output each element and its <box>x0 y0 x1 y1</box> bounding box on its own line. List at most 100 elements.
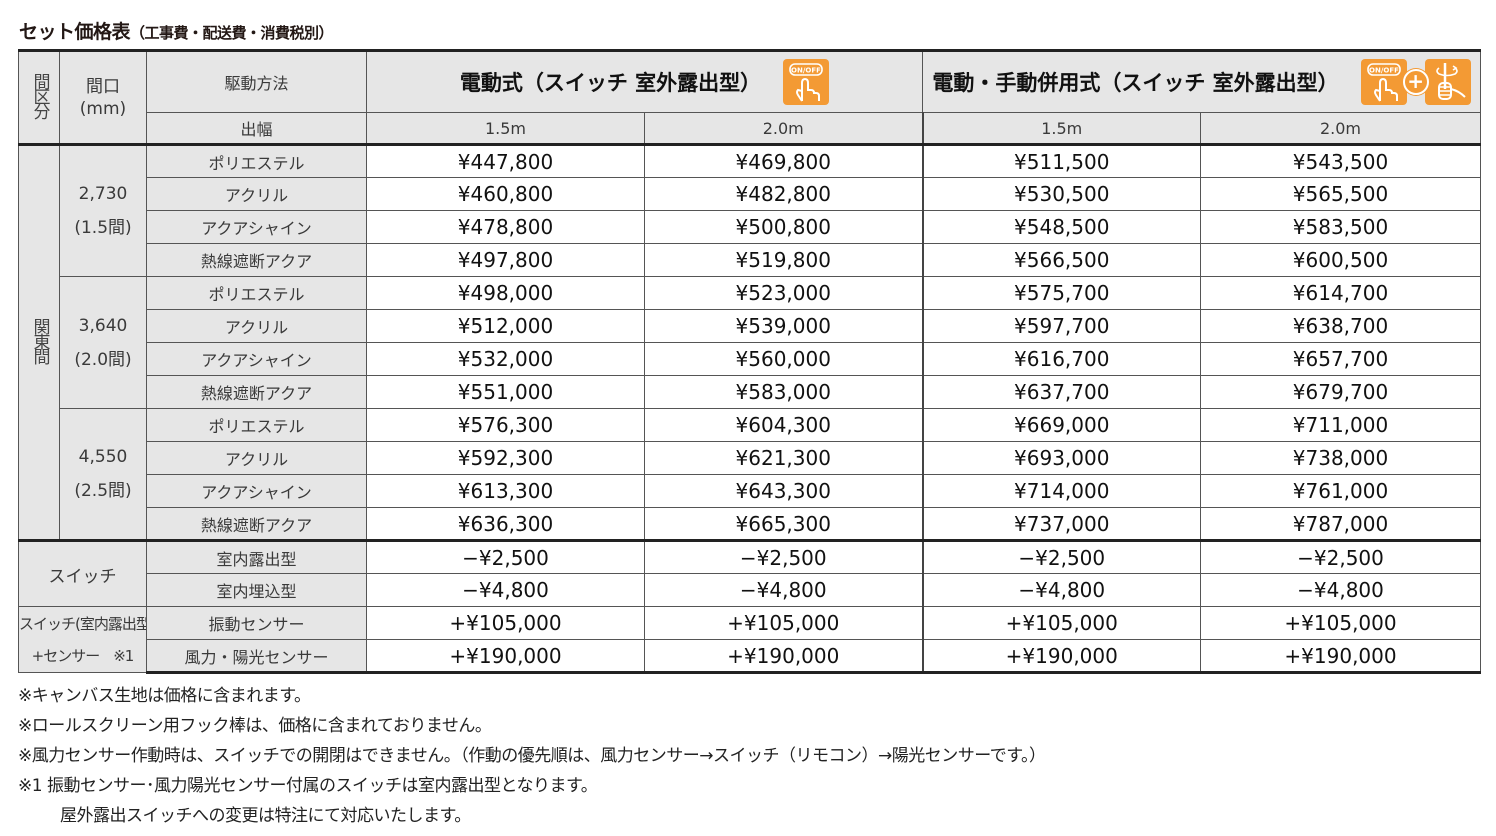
price-cell: ¥614,700 <box>1200 276 1481 310</box>
sensor-type-cell: 風力・陽光センサー <box>146 639 367 674</box>
header-row-2: 出幅 1.5m 2.0m 1.5m 2.0m <box>19 112 1481 145</box>
price-cell: ¥592,300 <box>366 441 645 475</box>
price-cell: ¥787,000 <box>1200 507 1481 541</box>
price-cell: ¥597,700 <box>922 309 1201 343</box>
frontage-cell: 3,640 (2.0間) <box>59 276 147 409</box>
price-cell: ¥497,800 <box>366 243 645 277</box>
width-header: 1.5m <box>922 112 1201 145</box>
note: ※キャンバス生地は価格に含まれます。 <box>18 686 311 706</box>
price-cell: ¥616,700 <box>922 342 1201 376</box>
frontage-cell: 2,730 (1.5間) <box>59 143 147 277</box>
frontage-cell: 4,550 (2.5間) <box>59 408 147 541</box>
on-off-switch-icon: ON/OFF <box>1360 59 1407 105</box>
region-cell: 関東間 <box>18 143 60 541</box>
table-row: 熱線遮断アクア ¥497,800 ¥519,800 ¥566,500 ¥600,… <box>19 243 1481 277</box>
price-cell: ¥447,800 <box>366 143 645 178</box>
table-row: アクアシャイン ¥613,300 ¥643,300 ¥714,000 ¥761,… <box>19 474 1481 508</box>
width-header: 2.0m <box>1200 112 1481 145</box>
notes: ※キャンバス生地は価格に含まれます。 ※ロールスクリーン用フック棒は、価格に含ま… <box>18 681 1046 831</box>
projection-header: 出幅 <box>146 112 367 145</box>
price-cell: +¥105,000 <box>644 606 924 640</box>
frontage-header: 間口 (mm) <box>59 49 147 145</box>
material-cell: ポリエステル <box>146 408 367 442</box>
material-cell: 熱線遮断アクア <box>146 375 367 409</box>
table-row: 4,550 (2.5間) ポリエステル ¥576,300 ¥604,300 ¥66… <box>19 408 1481 541</box>
price-cell: ¥638,700 <box>1200 309 1481 343</box>
table-row: 熱線遮断アクア ¥551,000 ¥583,000 ¥637,700 ¥679,… <box>19 375 1481 409</box>
material-cell: アクリル <box>146 441 367 475</box>
price-cell: ¥566,500 <box>922 243 1201 277</box>
page-title: セット価格表（工事費・配送費・消費税別） <box>19 17 334 44</box>
price-cell: ¥576,300 <box>366 408 645 442</box>
price-cell: ¥711,000 <box>1200 408 1481 442</box>
table-row: 3,640 (2.0間) ポリエステル ¥498,000 ¥523,000 ¥57… <box>19 276 1481 409</box>
price-cell: ¥738,000 <box>1200 441 1481 475</box>
table-row: 風力・陽光センサー +¥190,000 +¥190,000 +¥190,000 … <box>19 639 1481 674</box>
price-cell: −¥4,800 <box>1200 573 1481 607</box>
price-cell: ¥613,300 <box>366 474 645 508</box>
price-cell: −¥2,500 <box>644 539 924 574</box>
price-cell: −¥4,800 <box>922 573 1201 607</box>
price-cell: ¥498,000 <box>366 276 645 310</box>
switch-type-cell: 室内埋込型 <box>146 573 367 607</box>
price-cell: ¥669,000 <box>922 408 1201 442</box>
on-off-switch-icon: ON/OFF <box>783 59 830 105</box>
price-cell: ¥560,000 <box>644 342 924 376</box>
price-cell: ¥551,000 <box>366 375 645 409</box>
price-cell: ¥523,000 <box>644 276 924 310</box>
price-cell: ¥665,300 <box>644 507 924 541</box>
price-cell: ¥604,300 <box>644 408 924 442</box>
price-cell: ¥460,800 <box>366 177 645 211</box>
price-cell: +¥190,000 <box>366 639 645 674</box>
table-row: 関東間 2,730 (1.5間) ポリエステル ¥447,800 ¥469,800… <box>18 143 1481 541</box>
table-row: アクリル ¥592,300 ¥621,300 ¥693,000 ¥738,000 <box>19 441 1481 475</box>
sensor-option-label: スイッチ(室内露出型) +センサー ※1 <box>18 606 147 673</box>
price-cell: ¥543,500 <box>1200 143 1481 178</box>
note: ※ロールスクリーン用フック棒は、価格に含まれておりません。 <box>18 716 492 736</box>
price-cell: −¥2,500 <box>1200 539 1481 574</box>
width-header: 2.0m <box>644 112 924 145</box>
material-cell: アクアシャイン <box>146 342 367 376</box>
price-cell: ¥714,000 <box>922 474 1201 508</box>
group-header-electric-manual: 電動・手動併用式（スイッチ 室外露出型） ON/OFF + <box>922 49 1481 113</box>
material-cell: アクリル <box>146 309 367 343</box>
svg-text:ON/OFF: ON/OFF <box>1369 67 1399 75</box>
material-cell: 熱線遮断アクア <box>146 507 367 541</box>
width-header: 1.5m <box>366 112 645 145</box>
table-row: アクリル ¥512,000 ¥539,000 ¥597,700 ¥638,700 <box>19 309 1481 343</box>
price-cell: ¥548,500 <box>922 210 1201 244</box>
price-cell: −¥2,500 <box>366 539 645 574</box>
group-label-electric-manual: 電動・手動併用式（スイッチ 室外露出型） <box>932 71 1339 95</box>
price-cell: ¥532,000 <box>366 342 645 376</box>
title-sub: （工事費・配送費・消費税別） <box>130 24 334 42</box>
material-cell: アクアシャイン <box>146 474 367 508</box>
material-cell: アクリル <box>146 177 367 211</box>
price-cell: ¥737,000 <box>922 507 1201 541</box>
note: ※風力センサー作動時は、スイッチでの開閉はできません。（作動の優先順は、風力セン… <box>18 746 1046 766</box>
table-row: スイッチ(室内露出型) +センサー ※1 振動センサー +¥105,000 +¥1… <box>18 606 1481 673</box>
price-cell: ¥761,000 <box>1200 474 1481 508</box>
manual-crank-icon <box>1424 59 1471 105</box>
table-row: アクアシャイン ¥532,000 ¥560,000 ¥616,700 ¥657,… <box>19 342 1481 376</box>
sensor-type-cell: 振動センサー <box>146 606 367 640</box>
price-cell: ¥539,000 <box>644 309 924 343</box>
price-cell: ¥657,700 <box>1200 342 1481 376</box>
material-cell: ポリエステル <box>146 276 367 310</box>
price-cell: ¥636,300 <box>366 507 645 541</box>
price-cell: ¥530,500 <box>922 177 1201 211</box>
price-cell: ¥500,800 <box>644 210 924 244</box>
price-cell: −¥2,500 <box>922 539 1201 574</box>
price-cell: ¥512,000 <box>366 309 645 343</box>
table-row: スイッチ 室内露出型 −¥2,500 −¥2,500 −¥2,500 −¥2,5… <box>18 539 1481 607</box>
svg-text:ON/OFF: ON/OFF <box>791 67 821 75</box>
header-row-1: 間区分 間口 (mm) 駆動方法 電動式（スイッチ 室外露出型） ON/OFF <box>18 49 1481 145</box>
price-cell: ¥637,700 <box>922 375 1201 409</box>
drive-method-header: 駆動方法 <box>146 49 367 113</box>
note: ※1 振動センサー･風力陽光センサー付属のスイッチは室内露出型となります。 <box>18 776 598 796</box>
price-cell: +¥190,000 <box>922 639 1201 674</box>
group-label-electric: 電動式（スイッチ 室外露出型） <box>459 71 762 95</box>
price-table: 間区分 間口 (mm) 駆動方法 電動式（スイッチ 室外露出型） ON/OFF <box>18 49 1481 674</box>
price-cell: ¥482,800 <box>644 177 924 211</box>
price-cell: ¥679,700 <box>1200 375 1481 409</box>
material-cell: アクアシャイン <box>146 210 367 244</box>
